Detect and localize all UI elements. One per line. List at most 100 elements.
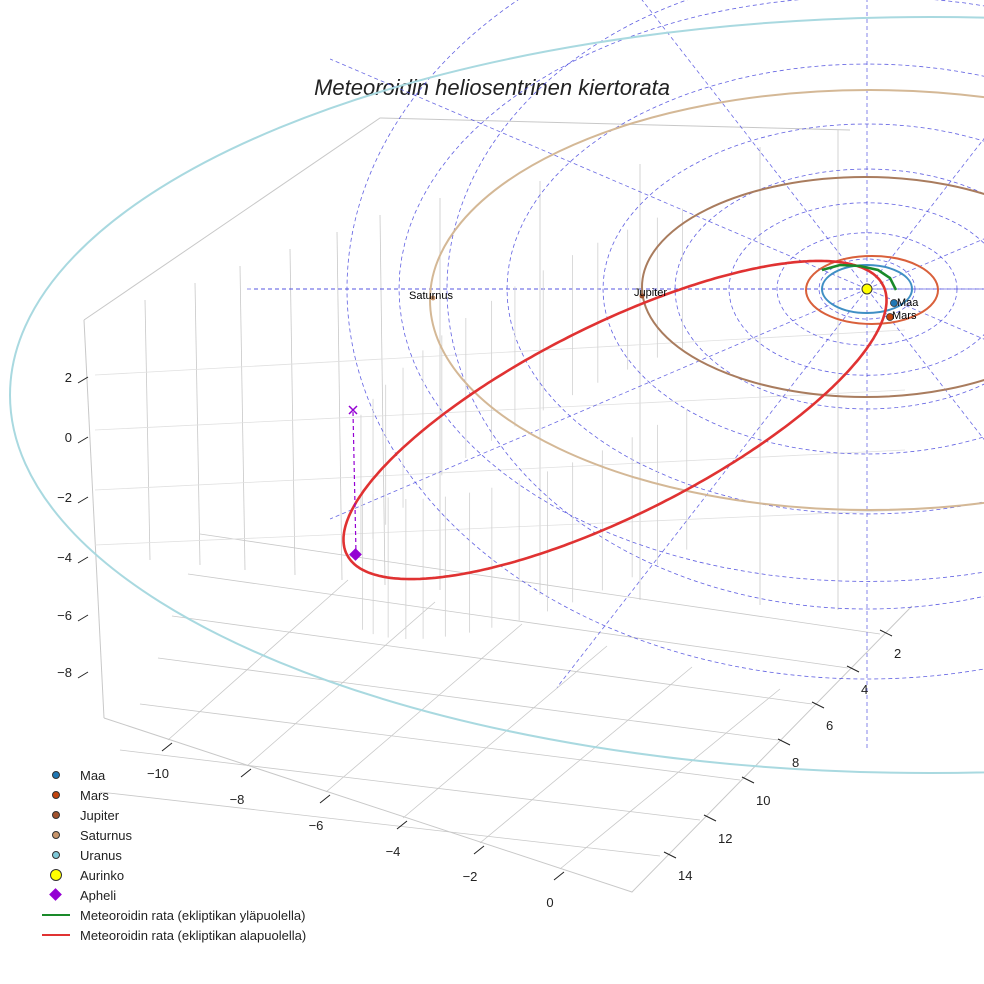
planet-label-maa: Maa [897, 297, 919, 309]
z-tick-label: 2 [65, 370, 72, 385]
legend-dot [52, 831, 60, 839]
legend-symbol [40, 765, 74, 785]
ecliptic-radial [329, 288, 868, 520]
legend-symbol [40, 905, 74, 925]
legend-item[interactable]: Meteoroidin rata (ekliptikan alapuolella… [40, 925, 306, 945]
x-grid-line [325, 623, 523, 793]
x-tick-label: −6 [309, 818, 324, 833]
ecliptic-radial [329, 58, 868, 290]
x-tick-mark [240, 768, 252, 778]
wall-grid-line [336, 231, 343, 581]
z-tick-mark [77, 556, 89, 564]
legend-item[interactable]: Meteoroidin rata (ekliptikan yläpuolella… [40, 905, 306, 925]
legend-label: Jupiter [80, 807, 120, 823]
trajectory-above [821, 263, 898, 291]
z-tick-mark [77, 614, 89, 622]
legend-diamond [49, 888, 62, 901]
z-tick-label: −4 [57, 550, 72, 565]
legend-symbol [40, 865, 74, 885]
legend-item[interactable]: Jupiter [40, 805, 306, 825]
x-grid-line [246, 601, 436, 767]
z-tick-mark [77, 496, 89, 504]
wall-grid-line [94, 389, 906, 431]
x-tick-label: −8 [230, 792, 245, 807]
legend-item[interactable]: Apheli [40, 885, 306, 905]
wall-grid-line [379, 214, 386, 586]
saturn-marker [430, 295, 436, 301]
earth-marker [890, 299, 898, 307]
z-tick-mark [77, 671, 89, 679]
y-tick-mark [846, 665, 860, 673]
z-tick-label: −2 [57, 490, 72, 505]
legend-dot [50, 869, 62, 881]
x-tick-label: −4 [386, 844, 401, 859]
ecliptic-circle [674, 168, 984, 410]
ecliptic-circle [446, 0, 984, 610]
orbit-mars [805, 255, 939, 325]
ecliptic-radial [641, 0, 868, 290]
legend-dot [52, 851, 60, 859]
y-tick-label: 2 [894, 646, 901, 661]
ecliptic-circle [602, 123, 984, 455]
trajectory-below [342, 259, 888, 581]
ecliptic-radial [866, 137, 984, 290]
x-grid-line [479, 666, 693, 844]
sun-marker [861, 283, 873, 295]
legend-symbol [40, 845, 74, 865]
y-tick-mark [703, 814, 717, 822]
y-grid-line [157, 657, 779, 741]
y-tick-mark [777, 738, 791, 746]
wall-grid-line [144, 299, 151, 561]
legend-item[interactable]: Maa [40, 765, 306, 785]
y-tick-mark [811, 701, 825, 709]
y-tick-mark [879, 629, 893, 637]
meteoroid-trajectory [342, 259, 898, 581]
x-tick-label: −10 [147, 766, 169, 781]
x-grid-line [559, 688, 781, 870]
box-edge [83, 319, 105, 719]
x-tick-mark [473, 845, 485, 855]
legend-dot [52, 791, 60, 799]
ecliptic-circle [728, 202, 984, 376]
x-grid-line [402, 645, 608, 819]
z-tick-label: 0 [65, 430, 72, 445]
aphelion-drop-line [352, 411, 357, 554]
y-tick-label: 12 [718, 831, 732, 846]
ecliptic-grid [247, 0, 984, 749]
z-tick-mark [77, 376, 89, 384]
legend-label: Meteoroidin rata (ekliptikan yläpuolella… [80, 907, 306, 923]
ecliptic-radial [866, 238, 984, 290]
y-grid-line [99, 791, 661, 857]
trajectory-stems [360, 208, 688, 640]
planet-label-saturnus: Saturnus [409, 290, 454, 302]
wall-grid-line [194, 282, 201, 566]
axes-box [83, 117, 913, 893]
z-tick-mark [77, 436, 89, 444]
mars-marker [886, 313, 894, 321]
ecliptic-radial [866, 288, 984, 441]
legend-item[interactable]: Aurinko [40, 865, 306, 885]
orbit-jupiter [641, 176, 984, 398]
legend-label: Saturnus [80, 827, 133, 843]
legend-item[interactable]: Uranus [40, 845, 306, 865]
y-tick-label: 4 [861, 682, 868, 697]
orbit-earth [821, 264, 913, 314]
wall-grid-line [94, 509, 906, 546]
legend-symbol [40, 825, 74, 845]
planet-label-mars: Mars [892, 310, 917, 322]
legend-item[interactable]: Saturnus [40, 825, 306, 845]
x-tick-label: 0 [546, 895, 553, 910]
legend-label: Maa [80, 767, 106, 783]
y-grid-line [119, 749, 701, 821]
legend-label: Aurinko [80, 867, 125, 883]
legend-label: Mars [80, 787, 109, 803]
box-edge [103, 605, 913, 893]
legend-item[interactable]: Mars [40, 785, 306, 805]
y-tick-mark [663, 851, 677, 859]
wall-grid-line [94, 329, 906, 376]
legend-dot [52, 771, 60, 779]
legend: Maa Mars Jupiter Saturnus Uranus Aurinko Aphel… [40, 765, 306, 945]
y-tick-label: 10 [756, 793, 770, 808]
